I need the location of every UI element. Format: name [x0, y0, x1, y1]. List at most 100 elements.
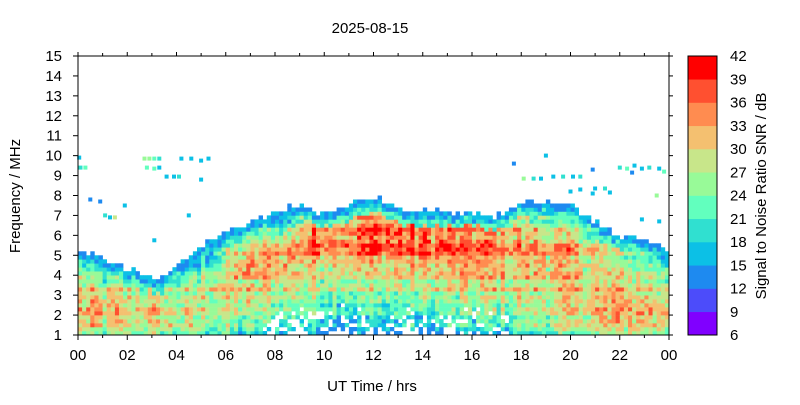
heatmap-cell	[582, 255, 588, 260]
heatmap-cell	[488, 223, 493, 228]
heatmap-cell	[410, 235, 415, 240]
heatmap-cell	[545, 311, 551, 316]
heatmap-cell	[254, 311, 259, 316]
heatmap-cell	[287, 267, 292, 272]
echo-point	[206, 156, 211, 161]
heatmap-cell	[656, 259, 662, 264]
heatmap-cell	[188, 331, 194, 336]
heatmap-cell	[90, 279, 95, 284]
heatmap-cell	[603, 319, 608, 324]
heatmap-cell	[435, 215, 440, 220]
heatmap-cell	[554, 211, 559, 216]
heatmap-cell	[545, 263, 551, 268]
heatmap-cell	[262, 267, 268, 272]
heatmap-cell	[311, 299, 317, 304]
heatmap-cell	[344, 275, 350, 280]
heatmap-cell	[365, 279, 370, 284]
heatmap-cell	[110, 275, 116, 280]
heatmap-cell	[410, 239, 415, 244]
heatmap-cell	[114, 275, 120, 280]
heatmap-cell	[426, 291, 432, 296]
heatmap-cell	[188, 315, 194, 320]
heatmap-cell	[197, 311, 202, 316]
heatmap-cell	[599, 295, 604, 300]
heatmap-cell	[435, 219, 440, 224]
heatmap-cell	[570, 231, 575, 236]
heatmap-cell	[258, 263, 263, 268]
heatmap-cell	[599, 243, 604, 248]
echo-point	[147, 156, 152, 161]
heatmap-cell	[234, 239, 239, 244]
heatmap-cell	[513, 315, 518, 320]
heatmap-cell	[295, 263, 300, 268]
heatmap-cell	[119, 287, 124, 292]
heatmap-cell	[336, 323, 341, 328]
heatmap-cell	[521, 223, 526, 228]
heatmap-cell	[82, 291, 87, 296]
heatmap-cell	[402, 219, 407, 224]
heatmap-cell	[295, 291, 300, 296]
heatmap-cell	[143, 323, 149, 328]
heatmap-cell	[225, 235, 231, 240]
heatmap-cell	[550, 319, 555, 324]
heatmap-cell	[332, 267, 337, 272]
heatmap-cell	[106, 311, 112, 316]
heatmap-cell	[619, 287, 625, 292]
heatmap-cell	[521, 251, 526, 256]
heatmap-cell	[443, 283, 448, 288]
heatmap-cell	[344, 279, 350, 284]
heatmap-cell	[262, 235, 268, 240]
heatmap-cell	[566, 303, 571, 308]
heatmap-cell	[340, 239, 346, 244]
heatmap-cell	[578, 283, 584, 288]
heatmap-cell	[270, 227, 276, 232]
heatmap-cell	[307, 243, 313, 248]
heatmap-cell	[168, 275, 173, 280]
heatmap-cell	[443, 307, 448, 312]
heatmap-cell	[480, 311, 485, 316]
heatmap-cell	[385, 259, 391, 264]
heatmap-cell	[615, 283, 620, 288]
heatmap-cell	[184, 307, 190, 312]
heatmap-cell	[275, 303, 280, 308]
heatmap-cell	[147, 279, 153, 284]
heatmap-cell	[332, 327, 337, 332]
heatmap-cell	[533, 327, 538, 332]
heatmap-cell	[422, 223, 428, 228]
echo-point	[662, 169, 667, 174]
heatmap-cell	[632, 283, 637, 288]
heatmap-cell	[414, 243, 419, 248]
heatmap-cell	[545, 223, 551, 228]
heatmap-cell	[135, 299, 140, 304]
heatmap-cell	[607, 235, 612, 240]
heatmap-cell	[521, 283, 526, 288]
heatmap-cell	[492, 295, 497, 300]
heatmap-cell	[455, 211, 460, 216]
heatmap-cell	[525, 275, 530, 280]
heatmap-cell	[377, 203, 382, 208]
heatmap-cell	[492, 275, 497, 280]
heatmap-cell	[340, 287, 346, 292]
heatmap-cell	[299, 219, 304, 224]
heatmap-cell	[500, 275, 506, 280]
heatmap-cell	[209, 295, 214, 300]
heatmap-cell	[632, 235, 637, 240]
heatmap-cell	[176, 319, 181, 324]
heatmap-cell	[611, 235, 616, 240]
heatmap-cell	[139, 323, 144, 328]
heatmap-cell	[147, 275, 153, 280]
heatmap-cell	[123, 299, 128, 304]
heatmap-cell	[611, 251, 616, 256]
heatmap-cell	[131, 323, 136, 328]
heatmap-cell	[389, 259, 395, 264]
heatmap-cell	[582, 283, 588, 288]
heatmap-cell	[373, 295, 378, 300]
heatmap-cell	[656, 275, 662, 280]
heatmap-cell	[517, 271, 522, 276]
heatmap-cell	[574, 223, 579, 228]
heatmap-cell	[361, 199, 366, 204]
heatmap-cell	[607, 311, 612, 316]
heatmap-cell	[225, 243, 231, 248]
heatmap-cell	[332, 239, 337, 244]
heatmap-cell	[283, 223, 288, 228]
